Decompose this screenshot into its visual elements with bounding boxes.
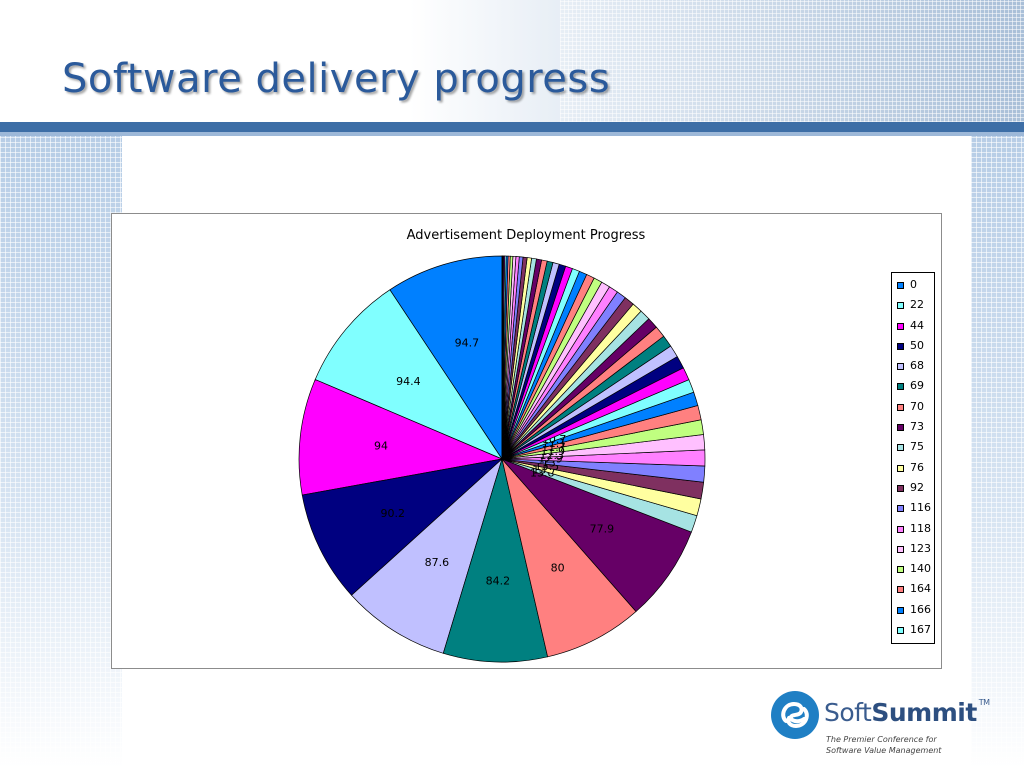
legend-label: 118 [910, 521, 931, 535]
legend-swatch [897, 566, 904, 574]
pie-chart: 94.794.49490.287.684.28077.913.813.713.5… [298, 255, 706, 663]
legend-label: 164 [910, 582, 931, 596]
pie-slice [314, 289, 503, 460]
pie-data-label: 84.2 [486, 575, 511, 588]
legend-swatch [897, 302, 904, 310]
legend-entry: 167 [892, 622, 934, 642]
legend-label: 68 [910, 359, 924, 373]
chart-title: Advertisement Deployment Progress [406, 228, 646, 243]
pie-slice [298, 379, 504, 496]
pie-data-label: 94 [374, 439, 388, 452]
slide-title: Software delivery progress [62, 56, 611, 102]
legend-entry: 75 [892, 439, 934, 459]
header-divider-light [0, 132, 1024, 136]
right-decoration-band [971, 136, 1024, 768]
legend-swatch [897, 525, 904, 533]
legend-label: 123 [910, 541, 931, 555]
chart-frame: Advertisement Deployment Progress 94.7 94… [111, 213, 942, 669]
legend-label: 140 [910, 562, 931, 576]
legend-entry: 164 [892, 581, 934, 601]
legend-swatch [897, 586, 904, 594]
legend-label: 116 [910, 501, 931, 515]
legend-entry: 123 [892, 541, 934, 561]
header-divider [0, 122, 1024, 132]
pie-slice [501, 458, 637, 658]
legend-swatch [897, 627, 904, 635]
legend-entry: 116 [892, 500, 934, 520]
logo-name-soft: Soft [824, 698, 872, 727]
pie-data-label: 80 [551, 561, 565, 574]
legend-swatch [897, 484, 904, 492]
pie-slice [301, 458, 504, 596]
legend-label: 92 [910, 480, 924, 494]
legend-swatch [897, 363, 904, 371]
pie-data-label: 94.7 [455, 336, 480, 349]
legend-swatch [897, 403, 904, 411]
left-decoration-band [0, 136, 122, 768]
legend-swatch [897, 424, 904, 432]
chart-legend: 0 22 44 50 68 69 70 73 75 76 92 116 118 123 140 164 166 1… [891, 272, 935, 644]
pie-data-label: 87.6 [425, 556, 450, 569]
legend-swatch [897, 282, 904, 289]
logo-wordmark: SoftSummit TM [824, 698, 990, 727]
legend-label: 167 [910, 623, 931, 637]
legend-entry: 44 [892, 318, 934, 338]
legend-label: 73 [910, 420, 924, 434]
legend-entry: 0 [892, 277, 934, 297]
legend-label: 44 [910, 318, 924, 332]
legend-label: 69 [910, 379, 924, 393]
legend-label: 0 [910, 278, 917, 291]
legend-entry: 68 [892, 358, 934, 378]
legend-swatch [897, 606, 904, 614]
legend-label: 50 [910, 338, 924, 352]
logo-tagline-line1: The Premier Conference for [826, 735, 937, 744]
legend-label: 22 [910, 298, 924, 312]
legend-entry: 70 [892, 399, 934, 419]
legend-entry: 92 [892, 480, 934, 500]
legend-label: 75 [910, 440, 924, 454]
legend-entry: 50 [892, 338, 934, 358]
legend-swatch [897, 444, 904, 452]
legend-label: 70 [910, 399, 924, 413]
legend-entry: 118 [892, 521, 934, 541]
pie-slice [389, 255, 503, 461]
legend-entry: 76 [892, 460, 934, 480]
pie-data-label: 90.2 [380, 507, 405, 520]
legend-entry: 166 [892, 602, 934, 622]
legend-entry: 22 [892, 297, 934, 317]
legend-entry: 69 [892, 378, 934, 398]
pie-slice [351, 457, 503, 654]
pie-slice [501, 458, 692, 612]
logo-name-summit: Summit [871, 698, 977, 727]
legend-swatch [897, 545, 904, 553]
logo-tagline-line2: Software Value Management [826, 746, 942, 755]
legend-swatch [897, 322, 904, 330]
softsummit-logo-mark-icon [771, 691, 819, 739]
logo-tagline: The Premier Conference for Software Valu… [826, 734, 941, 756]
legend-swatch [897, 383, 904, 391]
legend-entry: 140 [892, 561, 934, 581]
legend-label: 76 [910, 460, 924, 474]
header-grid-texture [560, 0, 1024, 122]
softsummit-logo: SoftSummit TM The Premier Conference for … [770, 690, 990, 756]
legend-entry: 73 [892, 419, 934, 439]
pie-data-label: 77.9 [590, 523, 615, 536]
logo-trademark: TM [978, 698, 990, 707]
legend-swatch [897, 464, 904, 472]
pie-data-label: 94.4 [396, 375, 421, 388]
legend-swatch [897, 342, 904, 350]
legend-swatch [897, 505, 904, 513]
legend-label: 166 [910, 602, 931, 616]
pie-slice [442, 457, 549, 663]
